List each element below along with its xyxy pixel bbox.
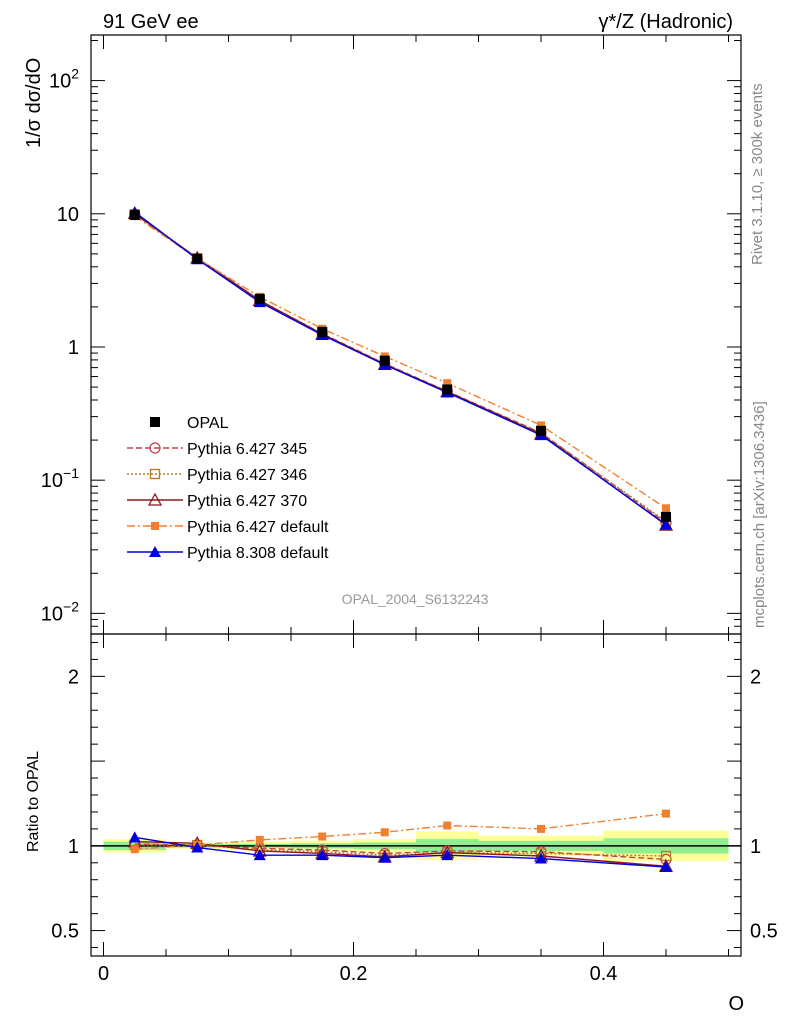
ratio-x-tick-label: 0.4 bbox=[590, 963, 618, 985]
ratio-point-pythia-6-427-default bbox=[130, 845, 139, 854]
ratio-x-tick-label: 0 bbox=[98, 963, 109, 985]
legend-marker-opal bbox=[150, 417, 160, 427]
main-point-opal bbox=[317, 326, 328, 337]
x-axis-label: O bbox=[728, 993, 744, 1015]
main-y-tick-label: 10−1 bbox=[41, 465, 79, 492]
mcplots-label: mcplots.cern.ch [arXiv:1306.3436] bbox=[751, 401, 768, 628]
analysis-watermark: OPAL_2004_S6132243 bbox=[342, 591, 489, 607]
ratio-y-axis-label: Ratio to OPAL bbox=[25, 751, 42, 852]
ratio-point-pythia-6-427-default bbox=[318, 832, 327, 841]
ratio-point-pythia-6-427-default bbox=[537, 824, 545, 833]
ratio-plot-frame bbox=[90, 633, 742, 957]
ratio-x-tick-label: 0.2 bbox=[340, 963, 368, 985]
main-y-tick-label: 102 bbox=[49, 66, 79, 93]
legend-label-opal: OPAL bbox=[187, 415, 229, 432]
ratio-series-line-pythia-6-427-default bbox=[134, 812, 667, 850]
ratio-series-line-pythia-6-427-370 bbox=[134, 840, 667, 867]
ratio-point-pythia-6-427-default bbox=[443, 821, 452, 830]
ratio-point-pythia-6-427-default bbox=[255, 835, 264, 844]
main-point-pythia-6-427-default bbox=[537, 421, 545, 430]
ratio-series-line-pythia-8-308-default bbox=[134, 836, 667, 868]
ratio-point-pythia-8-308-default bbox=[191, 841, 204, 853]
main-point-opal bbox=[442, 384, 453, 395]
main-plot-layer: 102 10 1 10−1 10−2 bbox=[41, 34, 742, 635]
legend-marker-pythia-8-308-default bbox=[149, 546, 161, 557]
rivet-version-label: Rivet 3.1.10, ≥ 300k events bbox=[749, 83, 766, 265]
ratio-y-tick-label: 0.5 bbox=[51, 921, 79, 943]
main-point-pythia-6-427-default bbox=[662, 504, 670, 513]
header-left-label: 91 GeV ee bbox=[103, 11, 199, 33]
main-point-pythia-6-427-default bbox=[443, 379, 452, 388]
main-point-opal bbox=[379, 355, 390, 366]
legend-label-pythia-6-427-346: Pythia 6.427 346 bbox=[187, 467, 307, 484]
legend-label-pythia-8-308-default: Pythia 8.308 default bbox=[187, 545, 329, 562]
header-right-label: γ*/Z (Hadronic) bbox=[599, 11, 733, 33]
legend-marker-pythia-6-427-345 bbox=[149, 442, 161, 454]
legend-marker-pythia-6-427-370 bbox=[147, 492, 163, 506]
ratio-point-pythia-8-308-default bbox=[441, 849, 454, 861]
main-point-opal bbox=[192, 253, 203, 264]
main-point-pythia-8-308-default bbox=[660, 518, 672, 530]
legend-label-pythia-6-427-345: Pythia 6.427 345 bbox=[187, 441, 307, 458]
main-point-opal bbox=[129, 209, 140, 220]
main-y-tick-label: 1 bbox=[68, 337, 79, 359]
ratio-plot-layer: 0 0.2 0.4 0.5 0.5 1 1 2 2 bbox=[51, 633, 778, 985]
main-y-tick-label: 10 bbox=[57, 204, 79, 226]
main-point-opal bbox=[661, 511, 671, 522]
legend: OPAL Pythia 6.427 345 Pythia 6.427 346 Pyth… bbox=[127, 415, 329, 562]
legend-marker-pythia-6-427-default bbox=[151, 522, 159, 530]
ratio-y-tick-label-right: 0.5 bbox=[750, 921, 778, 943]
main-point-opal bbox=[254, 293, 265, 304]
legend-label-pythia-6-427-370: Pythia 6.427 370 bbox=[187, 493, 307, 510]
ratio-point-pythia-6-427-default bbox=[380, 828, 389, 837]
ratio-point-pythia-8-308-default bbox=[128, 831, 141, 843]
ratio-y-tick-label: 1 bbox=[68, 836, 79, 858]
main-series-line-pythia-6-427-default bbox=[134, 215, 667, 509]
main-point-opal bbox=[536, 425, 546, 436]
ratio-series-line-pythia-6-427-346 bbox=[134, 844, 667, 857]
ratio-point-pythia-6-427-default bbox=[662, 809, 670, 818]
ratio-point-pythia-8-308-default bbox=[378, 851, 391, 863]
ratio-y-tick-label-right: 2 bbox=[750, 666, 761, 688]
main-y-tick-label: 10−2 bbox=[41, 598, 79, 625]
legend-label-pythia-6-427-default: Pythia 6.427 default bbox=[187, 519, 329, 536]
main-series-line-pythia-8-308-default bbox=[134, 211, 667, 526]
ratio-point-pythia-8-308-default bbox=[316, 849, 329, 861]
main-y-axis-label: 1/σ dσ/dO bbox=[23, 58, 45, 148]
ratio-y-tick-label-right: 1 bbox=[750, 836, 761, 858]
ratio-point-pythia-8-308-default bbox=[535, 852, 547, 864]
ratio-y-tick-label: 2 bbox=[68, 666, 79, 688]
ratio-point-pythia-8-308-default bbox=[660, 861, 672, 873]
ratio-point-pythia-8-308-default bbox=[253, 849, 266, 861]
legend-marker-pythia-6-427-346 bbox=[149, 468, 161, 480]
